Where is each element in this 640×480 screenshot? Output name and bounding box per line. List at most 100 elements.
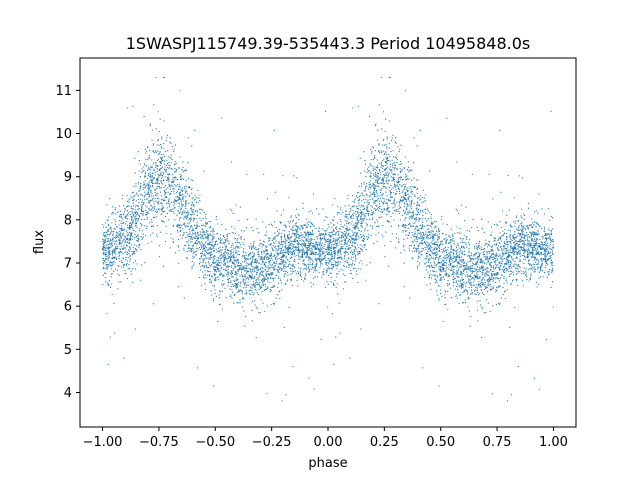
data-point bbox=[233, 259, 235, 261]
data-point bbox=[470, 258, 472, 261]
data-point bbox=[330, 238, 332, 240]
data-point bbox=[259, 269, 261, 271]
data-point bbox=[224, 239, 226, 241]
data-point bbox=[386, 157, 389, 160]
data-point bbox=[129, 254, 131, 256]
data-point bbox=[143, 170, 145, 172]
data-point bbox=[202, 237, 204, 239]
data-point bbox=[438, 260, 440, 262]
data-point bbox=[303, 251, 305, 253]
data-point bbox=[370, 171, 372, 173]
data-point bbox=[263, 289, 266, 291]
data-point bbox=[470, 289, 473, 291]
data-point bbox=[526, 278, 528, 281]
data-point bbox=[334, 253, 337, 256]
data-point bbox=[200, 236, 202, 238]
data-point bbox=[253, 240, 255, 242]
data-point bbox=[217, 249, 219, 251]
data-point bbox=[456, 245, 458, 247]
data-point bbox=[547, 263, 549, 265]
data-point bbox=[483, 248, 485, 250]
data-point bbox=[109, 240, 111, 242]
data-point bbox=[166, 177, 169, 179]
data-point bbox=[135, 214, 137, 216]
data-point bbox=[529, 242, 531, 244]
data-point bbox=[203, 247, 205, 249]
data-point bbox=[148, 193, 150, 195]
data-point bbox=[516, 235, 518, 237]
data-point bbox=[485, 269, 487, 271]
data-point bbox=[349, 357, 351, 359]
data-point bbox=[328, 239, 330, 241]
data-point bbox=[149, 187, 151, 189]
data-point bbox=[477, 258, 479, 260]
data-point bbox=[244, 274, 246, 276]
data-point bbox=[173, 205, 175, 207]
data-point bbox=[334, 247, 336, 249]
data-point bbox=[137, 217, 139, 219]
data-point bbox=[537, 264, 539, 266]
data-point bbox=[346, 260, 348, 262]
data-point bbox=[136, 213, 139, 215]
data-point bbox=[279, 290, 281, 292]
data-point bbox=[251, 271, 253, 273]
data-point bbox=[503, 265, 505, 268]
data-point bbox=[354, 247, 357, 249]
data-point bbox=[264, 234, 266, 236]
data-point bbox=[474, 289, 476, 292]
data-point bbox=[200, 237, 202, 239]
data-point bbox=[207, 230, 209, 233]
data-point bbox=[387, 156, 389, 158]
data-point bbox=[310, 237, 312, 240]
data-point bbox=[427, 250, 429, 253]
data-point bbox=[545, 247, 547, 250]
data-point bbox=[268, 240, 270, 242]
data-point bbox=[297, 225, 299, 228]
data-point bbox=[272, 239, 274, 241]
data-point bbox=[544, 242, 547, 245]
data-point bbox=[155, 189, 157, 191]
data-point bbox=[117, 288, 119, 290]
data-point bbox=[141, 223, 143, 226]
data-point bbox=[138, 170, 140, 172]
data-point bbox=[218, 264, 220, 266]
data-point bbox=[154, 189, 156, 191]
data-point bbox=[477, 274, 479, 276]
data-point bbox=[420, 254, 422, 256]
data-point bbox=[428, 247, 430, 249]
data-point bbox=[178, 226, 180, 229]
data-point bbox=[302, 207, 304, 209]
data-point bbox=[246, 292, 248, 294]
data-point bbox=[477, 251, 479, 254]
data-point bbox=[418, 204, 420, 206]
data-point bbox=[182, 161, 184, 163]
data-point bbox=[213, 237, 215, 239]
data-point bbox=[292, 249, 295, 251]
data-point bbox=[473, 279, 475, 281]
data-point bbox=[463, 234, 465, 236]
data-point bbox=[522, 285, 524, 287]
data-point bbox=[428, 260, 430, 262]
data-point bbox=[308, 377, 310, 379]
data-point bbox=[113, 240, 115, 242]
data-point bbox=[383, 176, 385, 178]
data-point bbox=[128, 226, 131, 228]
data-point bbox=[285, 247, 287, 249]
data-point bbox=[513, 251, 516, 253]
data-point bbox=[436, 251, 438, 253]
data-point bbox=[183, 222, 185, 224]
data-point bbox=[171, 182, 173, 184]
data-point bbox=[507, 252, 509, 254]
data-point bbox=[311, 268, 313, 270]
data-point bbox=[448, 274, 450, 276]
data-point bbox=[396, 159, 399, 161]
data-point bbox=[516, 248, 518, 250]
data-point bbox=[491, 249, 493, 251]
data-point bbox=[145, 158, 147, 161]
data-point bbox=[487, 302, 489, 304]
data-point bbox=[315, 257, 317, 260]
data-point bbox=[153, 150, 155, 152]
data-point bbox=[328, 274, 330, 276]
data-point bbox=[344, 216, 346, 218]
data-point bbox=[289, 260, 291, 263]
